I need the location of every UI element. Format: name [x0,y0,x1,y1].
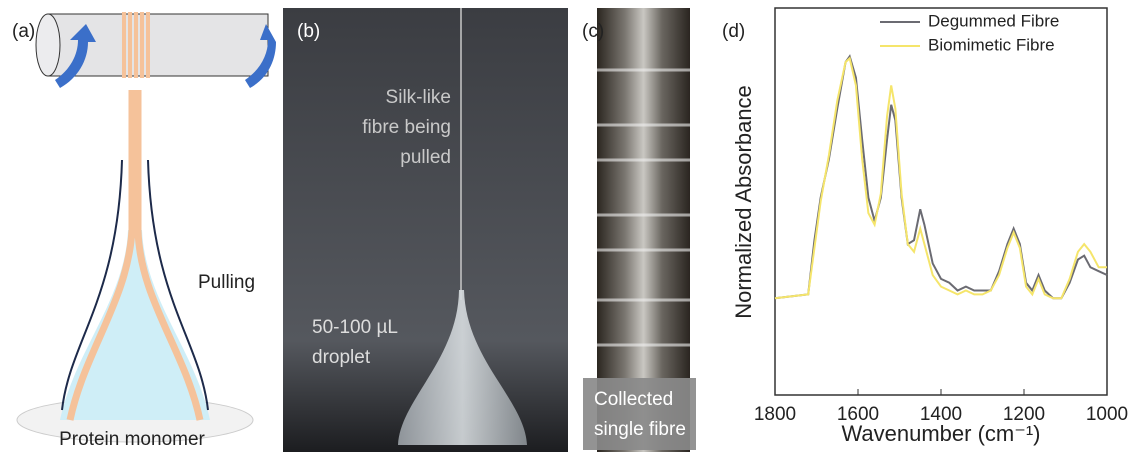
panel-label: (b) [297,21,320,42]
annotation: fibre being [362,117,451,138]
panel-label: (c) [582,21,604,42]
annotation: Collected [594,389,673,410]
annotation: single fibre [594,419,686,440]
panel-b: (b) Silk-like fibre being pulled 50-100 … [283,8,568,452]
annotation: Protein monomer [59,429,205,450]
annotation: pulled [400,147,451,168]
x-tick-label: 1000 [1086,404,1128,425]
panel-label: (a) [12,21,35,42]
x-tick-label: 1400 [920,404,962,425]
x-tick-label: 1600 [837,404,879,425]
panel-d: (d) Wavenumber (cm⁻¹) Normalized Absorba… [722,8,1128,446]
panel-a: (a) Pulling Protein monomer [12,12,276,450]
droplet [60,230,210,420]
line-series [775,58,1107,298]
cylinder-end [36,14,60,76]
annotation: 50-100 µL [312,317,398,338]
annotation: droplet [312,347,371,368]
annotation: Silk-like [386,87,451,108]
panel-c: (c) Collected single fibre [582,8,696,452]
y-axis-label: Normalized Absorbance [731,85,756,319]
annotation: Pulling [198,272,255,293]
legend-label: Degummed Fibre [928,11,1059,30]
legend-label: Biomimetic Fibre [928,35,1055,54]
plot-frame [775,8,1107,395]
x-tick-label: 1800 [754,404,796,425]
x-tick-label: 1200 [1003,404,1045,425]
figure: (a) Pulling Protein monomer (b) Silk-lik… [0,0,1134,452]
panel-label: (d) [722,21,745,42]
